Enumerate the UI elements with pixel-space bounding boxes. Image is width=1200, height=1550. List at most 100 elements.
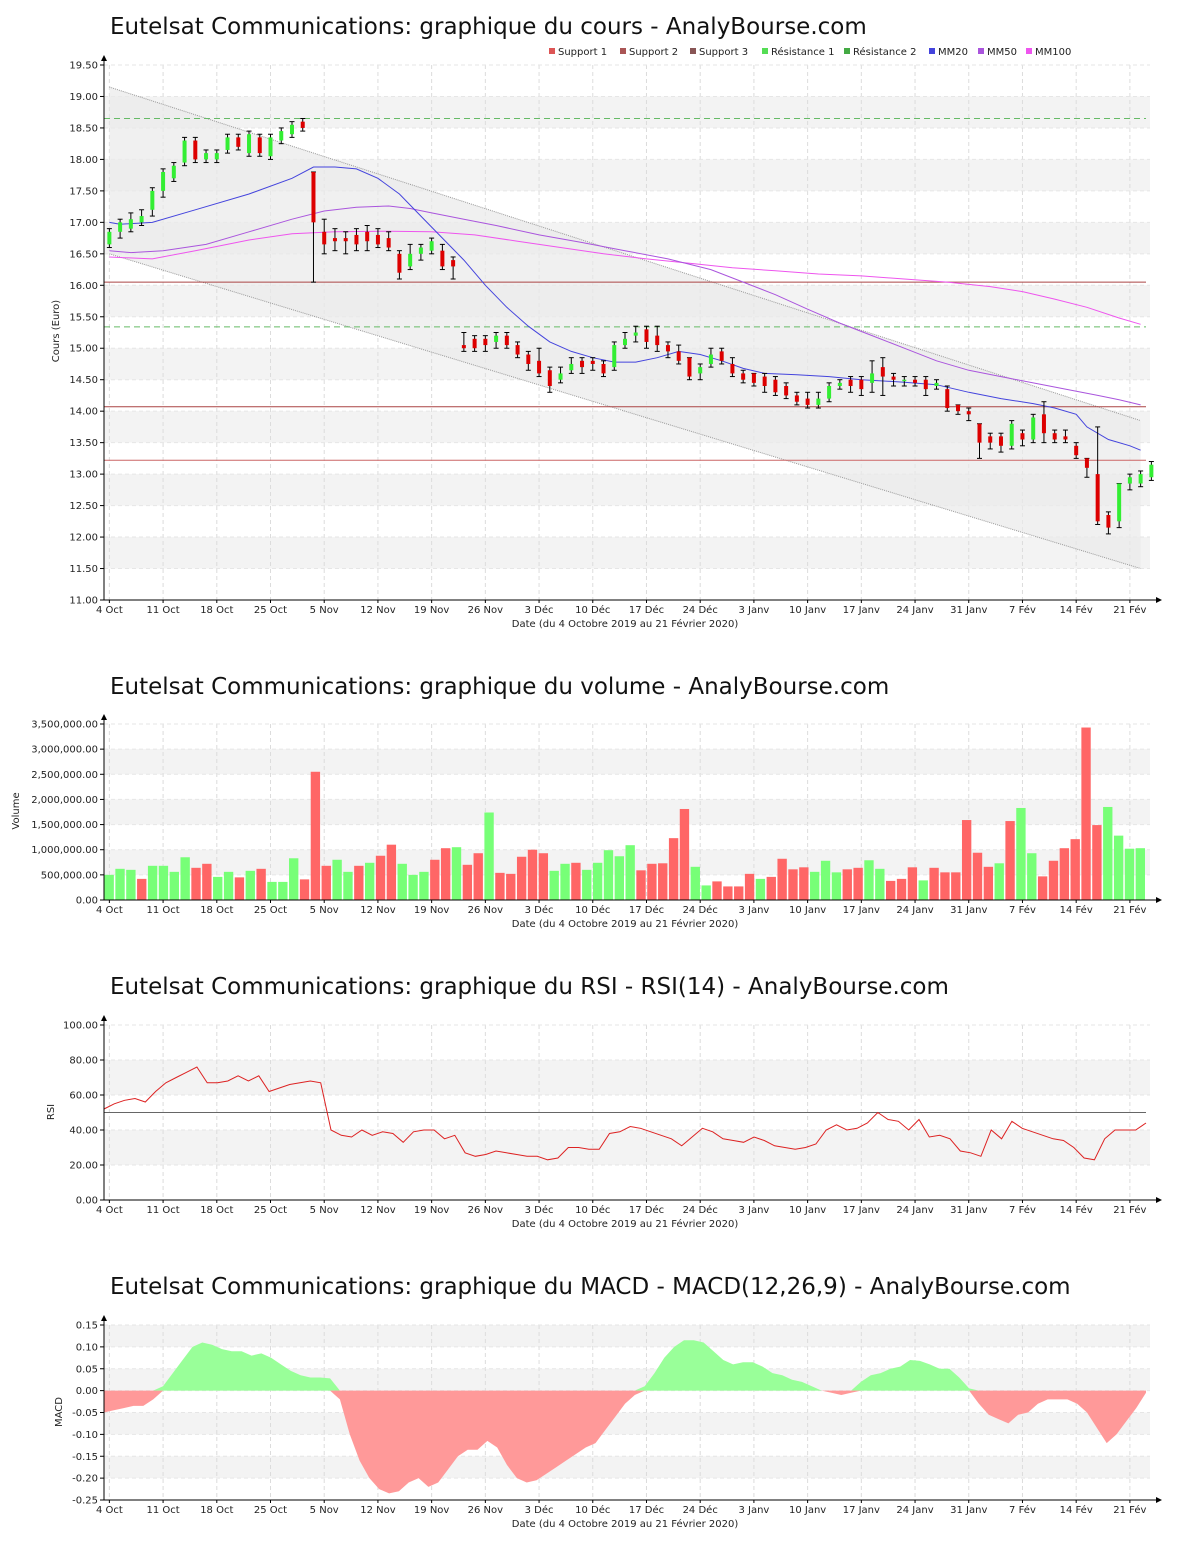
candle-body	[504, 335, 509, 346]
y-axis-arrow	[101, 714, 107, 720]
x-tick-label: 31 Janv	[950, 905, 987, 916]
y-tick-label: 11.00	[69, 596, 98, 607]
candle-body	[515, 345, 520, 355]
x-tick-label: 19 Nov	[414, 1505, 450, 1516]
candle-body	[902, 379, 907, 382]
volume-bar	[354, 865, 364, 900]
volume-bar	[788, 869, 798, 900]
y-tick-label: 1,500,000.00	[31, 820, 98, 831]
volume-bar	[516, 856, 527, 900]
y-tick-label: 0.05	[76, 1364, 98, 1375]
x-tick-label: 11 Oct	[146, 605, 179, 616]
volume-bar	[929, 867, 939, 900]
volume-bar	[169, 871, 179, 900]
legend-swatch	[690, 48, 696, 54]
candle-body	[988, 436, 993, 443]
volume-bar	[1005, 821, 1015, 900]
x-tick-label: 4 Oct	[96, 1505, 123, 1516]
volume-bar	[1124, 848, 1135, 900]
legend-label: Résistance 1	[771, 46, 834, 58]
x-tick-label: 14 Fév	[1060, 1204, 1093, 1216]
candle-body	[537, 360, 542, 374]
candle-body	[1084, 458, 1089, 468]
legend-swatch	[844, 48, 850, 54]
y-tick-label: -0.05	[72, 1408, 98, 1419]
x-tick-label: 18 Oct	[200, 905, 233, 916]
y-tick-label: 14.50	[69, 375, 98, 386]
candle-body	[698, 367, 703, 374]
volume-x-axis-label: Date (du 4 Octobre 2019 au 21 Février 20…	[512, 918, 739, 930]
x-tick-label: 21 Fév	[1113, 1504, 1146, 1516]
candle-body	[289, 124, 294, 135]
x-tick-label: 5 Nov	[310, 1205, 339, 1216]
volume-bar	[560, 863, 570, 900]
volume-bar	[527, 849, 538, 900]
x-tick-label: 18 Oct	[200, 1205, 233, 1216]
volume-bar	[1059, 848, 1070, 900]
x-tick-label: 10 Janv	[789, 905, 826, 916]
y-tick-label: 1,000,000.00	[31, 845, 98, 856]
volume-bar	[571, 862, 581, 900]
candle-body	[730, 363, 735, 374]
volume-bar	[1103, 806, 1113, 900]
volume-bar	[386, 844, 397, 900]
candle-body	[526, 354, 531, 364]
volume-bar	[147, 865, 158, 900]
y-tick-label: -0.20	[72, 1474, 98, 1485]
candle-body	[934, 382, 939, 386]
x-tick-label: 10 Déc	[575, 1504, 610, 1516]
candle-body	[257, 137, 262, 154]
support-resistance-lines	[104, 118, 1146, 461]
volume-bar	[810, 871, 820, 900]
x-tick-label: 10 Déc	[575, 604, 610, 616]
x-tick-label: 7 Fév	[1009, 1504, 1036, 1516]
volume-bar	[701, 885, 711, 900]
y-tick-label: -0.15	[72, 1452, 98, 1463]
x-tick-label: 12 Nov	[360, 905, 396, 916]
volume-bar	[451, 847, 462, 900]
y-tick-label: 19.00	[69, 92, 98, 103]
volume-bar	[712, 881, 722, 900]
x-tick-label: 3 Janv	[738, 605, 769, 616]
candle-body	[429, 241, 434, 251]
y-tick-label: 16.50	[69, 249, 98, 260]
macd-chart: Eutelsat Communications: graphique du MA…	[54, 1274, 1162, 1530]
volume-bar	[202, 863, 212, 900]
price-y-axis-label: Cours (Euro)	[51, 300, 62, 363]
y-tick-label: 12.00	[69, 533, 98, 544]
volume-chart: Eutelsat Communications: graphique du vo…	[11, 674, 1162, 930]
volume-bar	[440, 848, 451, 900]
candle-body	[1138, 474, 1143, 484]
x-tick-label: 26 Nov	[468, 905, 504, 916]
candle-body	[880, 367, 885, 377]
candle-body	[773, 379, 778, 393]
volume-bar	[506, 873, 516, 900]
volume-chart-title: Eutelsat Communications: graphique du vo…	[110, 674, 889, 700]
volume-bar	[896, 878, 907, 900]
grid-band	[104, 749, 1150, 775]
candle-body	[665, 345, 670, 352]
candle-body	[494, 335, 499, 342]
candle-body	[816, 398, 821, 405]
volume-bar	[1070, 839, 1080, 900]
candle-body	[741, 373, 746, 380]
candle-body	[612, 345, 617, 368]
x-tick-label: 3 Janv	[738, 905, 769, 916]
candle-body	[794, 395, 799, 402]
volume-bar	[1081, 727, 1091, 900]
y-tick-label: 16.00	[69, 281, 98, 292]
volume-bar	[278, 881, 288, 900]
legend-swatch	[620, 48, 626, 54]
x-tick-label: 3 Déc	[525, 904, 554, 916]
volume-y-axis-label: Volume	[11, 792, 22, 829]
candle-body	[590, 360, 595, 364]
y-tick-label: 19.50	[69, 61, 98, 72]
y-tick-label: 60.00	[69, 1091, 98, 1102]
candle-body	[751, 373, 756, 383]
volume-bar	[658, 863, 668, 900]
x-tick-label: 24 Janv	[896, 1505, 933, 1516]
x-tick-label: 10 Janv	[789, 1505, 826, 1516]
volume-bar	[951, 872, 961, 900]
volume-chart-axes: 0.00 500,000.00 1,000,000.00 1,500,000.00 2,…	[31, 714, 1162, 916]
